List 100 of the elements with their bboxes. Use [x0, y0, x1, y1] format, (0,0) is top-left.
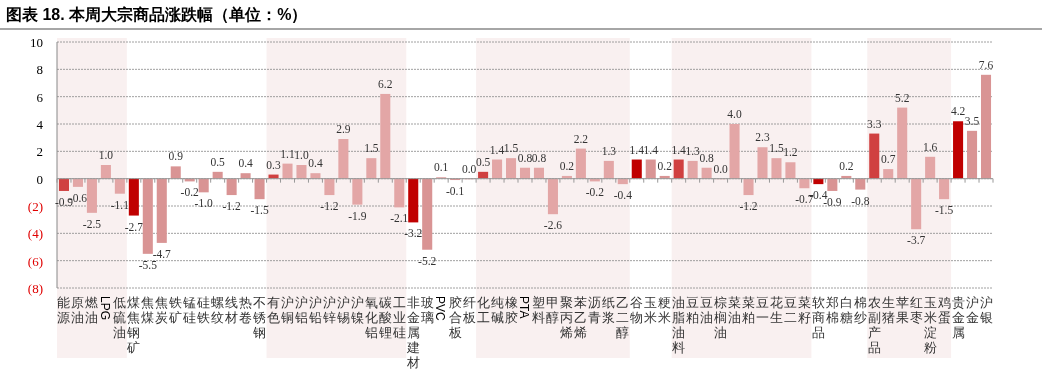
data-label: 0.2: [657, 159, 673, 172]
x-tick-label: 沥青: [588, 295, 602, 325]
x-tick-label: 生猪: [881, 295, 895, 325]
data-label: 1.5: [769, 142, 784, 155]
data-label: -1.2: [739, 200, 758, 213]
data-label: 4.2: [950, 105, 966, 118]
data-label: -0.8: [851, 194, 870, 207]
x-tick-label: 菜油: [728, 295, 742, 325]
x-tick-label: 原油: [71, 295, 85, 325]
data-label: -0.1: [446, 185, 465, 198]
x-tick-label: 玻璃: [420, 295, 434, 325]
x-tick-label: 沪铝: [293, 295, 308, 325]
y-tick-label: (6): [27, 253, 43, 269]
x-tick-label: 甲醇: [546, 295, 560, 325]
data-label: 1.1: [280, 147, 295, 160]
x-tick-label: 硅铁: [196, 295, 211, 325]
x-tick-label: 粳米: [658, 295, 672, 325]
x-tick-label: 碳酸锂: [377, 295, 392, 340]
data-label: 0.8: [699, 151, 715, 164]
data-label: 1.5: [364, 142, 379, 155]
data-label: -0.4: [613, 189, 633, 202]
x-tick-label: 低硫油: [113, 295, 127, 340]
x-tick-label: 氧化铝: [363, 295, 378, 340]
x-tick-label: 棕榈油: [714, 295, 728, 340]
x-tick-label: 乙二醇: [616, 295, 630, 340]
x-tick-label: 油脂油料: [672, 295, 686, 355]
x-tick-label: 沪锌: [321, 295, 336, 325]
x-tick-label: 有色: [267, 295, 281, 325]
data-label: 1.4: [643, 143, 659, 156]
x-tick-label: 热卷: [239, 295, 253, 325]
data-label: 3.5: [964, 114, 980, 127]
data-label: 6.2: [378, 77, 393, 90]
data-label: 0.4: [308, 157, 323, 170]
x-tick-label: 鸡蛋: [936, 295, 951, 325]
x-tick-label: 贵金属: [951, 295, 965, 340]
data-label: 1.4: [489, 143, 505, 156]
x-tick-label: 玉米淀粉: [923, 295, 937, 355]
x-tick-label: 铁矿: [168, 295, 183, 325]
data-label: -1.5: [250, 204, 269, 217]
x-tick-label: 玉米: [644, 295, 658, 325]
data-label: -1.9: [348, 209, 367, 222]
data-label: 3.3: [867, 117, 882, 130]
data-label: 1.4: [629, 143, 645, 156]
x-tick-label: 农副产品: [867, 295, 881, 355]
data-label: -3.7: [907, 234, 926, 247]
data-label: -0.2: [585, 186, 605, 199]
x-tick-label: 纤板: [461, 295, 476, 325]
y-tick-label: 4: [36, 117, 44, 132]
x-tick-label: 白糖: [839, 295, 853, 325]
data-label: 0.0: [461, 162, 477, 175]
x-tick-label: 菜籽: [797, 295, 811, 325]
y-tick-label: (2): [27, 199, 43, 214]
x-tick-label: 豆一: [755, 295, 769, 325]
x-tick-label: 不锈钢: [252, 295, 267, 340]
data-label: 0.2: [559, 159, 575, 172]
x-tick-label: 郑棉: [825, 295, 839, 325]
x-tick-label: 豆油: [700, 295, 714, 325]
x-tick-label: 燃油: [85, 295, 99, 325]
data-label: -2.1: [390, 212, 409, 225]
x-tick-label: 软商品: [811, 295, 825, 340]
x-tick-label: 沪铅: [307, 295, 322, 325]
x-tick-label: 聚丙烯: [560, 295, 574, 340]
y-tick-label: 2: [36, 144, 43, 160]
x-tick-label: 纸浆: [602, 295, 616, 325]
data-label: 2.9: [336, 123, 351, 136]
data-label: -1.1: [110, 198, 130, 211]
data-label: -2.7: [124, 220, 144, 233]
data-label: 0.5: [210, 155, 226, 168]
x-tick-label: 红枣: [909, 295, 923, 325]
x-tick-label: 沪金: [965, 295, 979, 325]
data-label: -5.2: [418, 254, 437, 267]
x-tick-label: 工业硅: [391, 295, 406, 340]
data-label: 1.0: [294, 149, 309, 161]
x-tick-label: 焦炭: [155, 295, 169, 325]
data-label: -4.7: [152, 247, 172, 260]
x-tick-label: 谷物: [630, 295, 644, 325]
data-label: 0.3: [266, 158, 281, 171]
data-label: -1.2: [222, 200, 241, 213]
x-tick-label: 橡胶: [504, 295, 518, 325]
data-label: 2.2: [573, 132, 589, 145]
y-tick-label: 8: [36, 62, 43, 78]
y-tick-label: 10: [30, 35, 43, 50]
x-tick-label: 豆二: [783, 295, 797, 325]
data-label: 0.4: [238, 157, 254, 170]
x-tick-label: 苹果: [895, 295, 909, 325]
data-label: -5.5: [138, 258, 158, 271]
x-tick-label: 沪锡: [335, 295, 350, 325]
data-label: -1.5: [935, 204, 954, 217]
data-label: 0.9: [168, 150, 184, 163]
data-label: 0.7: [881, 153, 896, 166]
data-label: -1.2: [320, 200, 339, 213]
data-label: 5.2: [895, 91, 910, 104]
x-tick-label: 豆粕: [686, 295, 700, 325]
data-label: 1.5: [503, 142, 519, 155]
x-tick-label: 棉纱: [853, 295, 867, 325]
x-tick-label: 塑料: [532, 295, 546, 325]
data-label: 1.6: [922, 140, 938, 153]
x-tick-label: 焦煤: [141, 295, 155, 325]
x-tick-label: 沪铜: [280, 295, 295, 325]
x-tick-label: 沪镍: [349, 295, 364, 325]
